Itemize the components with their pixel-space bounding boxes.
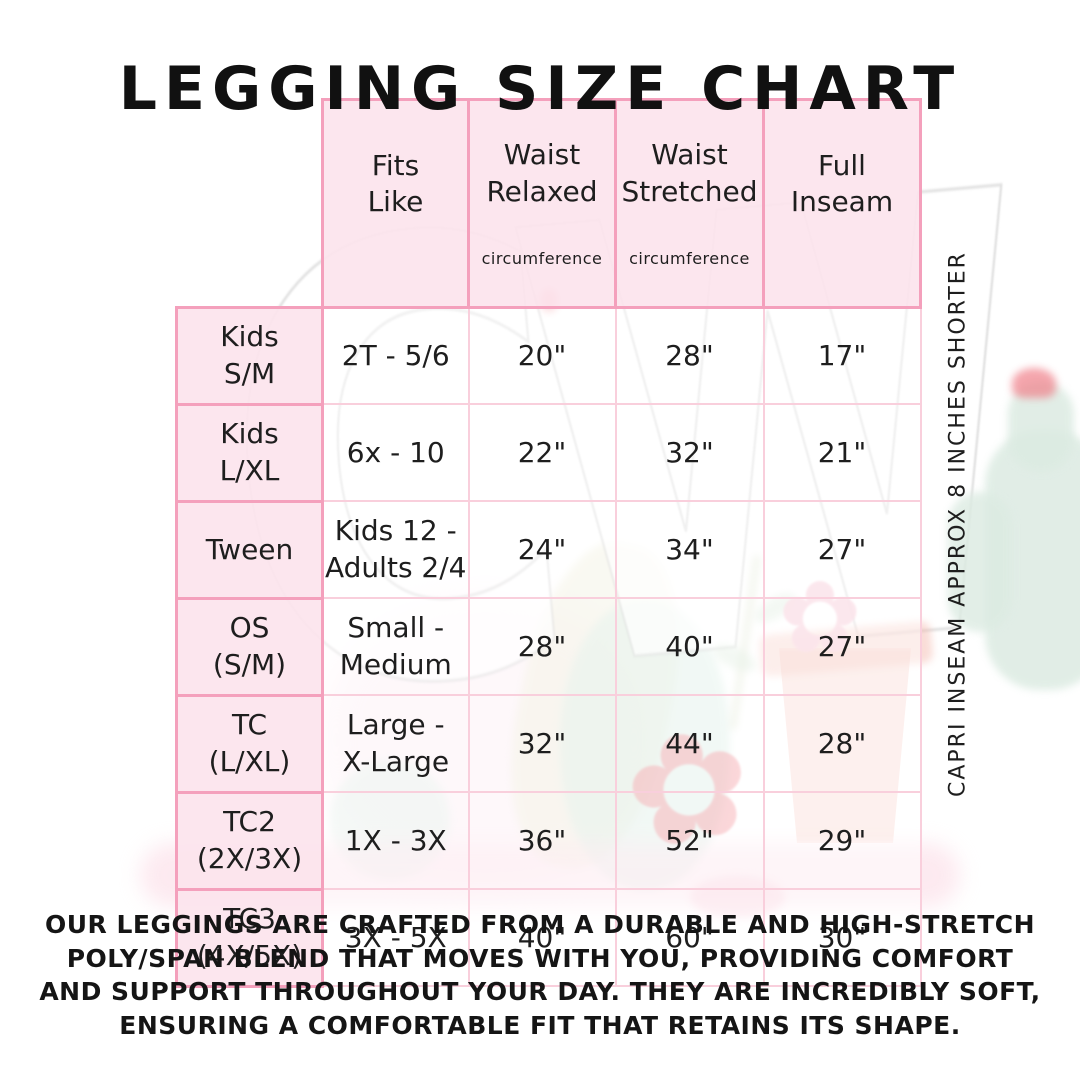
table-row: Kids L/XL 6x - 10 22" 32" 21"	[175, 402, 922, 503]
cell-waist-stretched: 44"	[614, 694, 765, 794]
row-label-size: OS (S/M)	[175, 596, 324, 697]
page-title: LEGGING SIZE CHART	[118, 54, 962, 125]
cell-fits-like: Large - X-Large	[321, 694, 470, 794]
cell-fits-like: Small - Medium	[321, 597, 470, 697]
cell-waist-stretched: 52"	[614, 791, 765, 891]
col-header-label: Waist Stretched	[621, 138, 758, 208]
table-row: Kids S/M 2T - 5/6 20" 28" 17"	[175, 305, 922, 406]
cell-full-inseam: 28"	[762, 694, 922, 794]
col-header-sub: circumference	[481, 248, 603, 268]
cell-fits-like: Kids 12 - Adults 2/4	[321, 500, 470, 600]
table-row: Tween Kids 12 - Adults 2/4 24" 34" 27"	[175, 499, 922, 600]
row-label-size: TC2 (2X/3X)	[175, 790, 324, 891]
col-header-full-inseam: Full Inseam	[762, 98, 922, 309]
col-header-waist-relaxed: Waist Relaxed circumference	[467, 98, 617, 309]
cactus-pad-top-icon	[1008, 382, 1074, 472]
cell-waist-relaxed: 28"	[467, 597, 617, 697]
row-label-size: Kids L/XL	[175, 402, 324, 503]
corner-spacer	[177, 100, 323, 308]
col-header-sub: circumference	[629, 248, 750, 268]
cell-waist-relaxed: 36"	[467, 791, 617, 891]
cell-waist-relaxed: 22"	[467, 403, 617, 503]
table-row: TC2 (2X/3X) 1X - 3X 36" 52" 29"	[175, 790, 922, 891]
cactus-flower-icon	[1012, 368, 1056, 398]
col-header-waist-stretched: Waist Stretched circumference	[614, 98, 765, 309]
size-chart-table: Fits Like Waist Relaxed circumference Wa…	[175, 98, 922, 988]
cell-full-inseam: 27"	[762, 597, 922, 697]
table-row: OS (S/M) Small - Medium 28" 40" 27"	[175, 596, 922, 697]
table-header-row: Fits Like Waist Relaxed circumference Wa…	[177, 98, 922, 309]
product-description: OUR LEGGINGS ARE CRAFTED FROM A DURABLE …	[39, 910, 1041, 1040]
cell-waist-stretched: 40"	[614, 597, 765, 697]
cell-full-inseam: 29"	[762, 791, 922, 891]
cell-waist-relaxed: 32"	[467, 694, 617, 794]
cell-fits-like: 1X - 3X	[321, 791, 470, 891]
cell-fits-like: 2T - 5/6	[321, 306, 470, 406]
table-row: TC (L/XL) Large - X-Large 32" 44" 28"	[175, 693, 922, 794]
row-label-size: Kids S/M	[175, 305, 324, 406]
cactus-icon	[985, 430, 1080, 690]
col-header-label: Fits Like	[367, 148, 424, 219]
cell-waist-stretched: 32"	[614, 403, 765, 503]
cell-full-inseam: 21"	[762, 403, 922, 503]
col-header-fits-like: Fits Like	[321, 98, 470, 309]
cell-waist-stretched: 34"	[614, 500, 765, 600]
cell-waist-relaxed: 20"	[467, 306, 617, 406]
col-header-label: Waist Relaxed	[486, 138, 598, 208]
cell-fits-like: 6x - 10	[321, 403, 470, 503]
row-label-size: TC (L/XL)	[175, 693, 324, 794]
capri-inseam-note: CAPRI INSEAM APPROX 8 INCHES SHORTER	[945, 251, 971, 797]
cell-full-inseam: 27"	[762, 500, 922, 600]
cell-full-inseam: 17"	[762, 306, 922, 406]
row-label-size: Tween	[175, 499, 324, 600]
cell-waist-stretched: 28"	[614, 306, 765, 406]
col-header-label: Full Inseam	[790, 148, 894, 219]
cell-waist-relaxed: 24"	[467, 500, 617, 600]
